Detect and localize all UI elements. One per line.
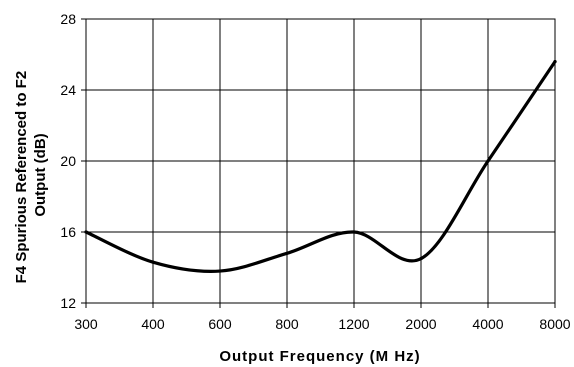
- series-point: [151, 260, 155, 264]
- y-axis-title-line-1: F4 Spurious Referenced to F2: [13, 71, 30, 284]
- series-point: [352, 230, 356, 234]
- y-tick-label: 16: [60, 224, 76, 240]
- x-tick-label: 300: [74, 316, 98, 332]
- x-tick-label: 1200: [338, 316, 369, 332]
- x-axis-title: Output Frequency (M Hz): [219, 348, 420, 365]
- y-axis-title: F4 Spurious Referenced to F2 Output (dB): [13, 67, 49, 284]
- series-point: [419, 257, 423, 261]
- y-tick-label: 28: [60, 11, 76, 27]
- x-tick-label: 2000: [405, 316, 436, 332]
- series-point: [486, 159, 490, 163]
- x-tick-label: 8000: [539, 316, 570, 332]
- y-axis-title-line-2: Output (dB): [32, 133, 49, 216]
- series-point: [553, 60, 557, 64]
- y-tick-labels: 12 16 20 24 28: [60, 11, 76, 311]
- x-tick-label: 600: [208, 316, 232, 332]
- y-tick-label: 24: [60, 82, 76, 98]
- series-point: [84, 230, 88, 234]
- x-tick-label: 800: [275, 316, 299, 332]
- series-layer: [84, 60, 557, 273]
- x-tick-labels: 300 400 600 800 1200 2000 4000 8000: [74, 316, 570, 332]
- y-tick-label: 12: [60, 295, 76, 311]
- series-point: [285, 251, 289, 255]
- y-tick-label: 20: [60, 153, 76, 169]
- series-point: [218, 269, 222, 273]
- plot-area: [81, 18, 557, 308]
- tick-marks: [81, 18, 556, 308]
- x-tick-label: 4000: [472, 316, 503, 332]
- x-tick-label: 400: [141, 316, 165, 332]
